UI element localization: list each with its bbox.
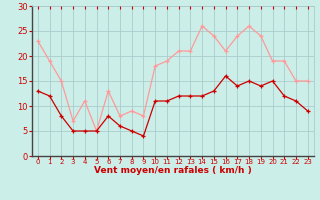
- X-axis label: Vent moyen/en rafales ( km/h ): Vent moyen/en rafales ( km/h ): [94, 166, 252, 175]
